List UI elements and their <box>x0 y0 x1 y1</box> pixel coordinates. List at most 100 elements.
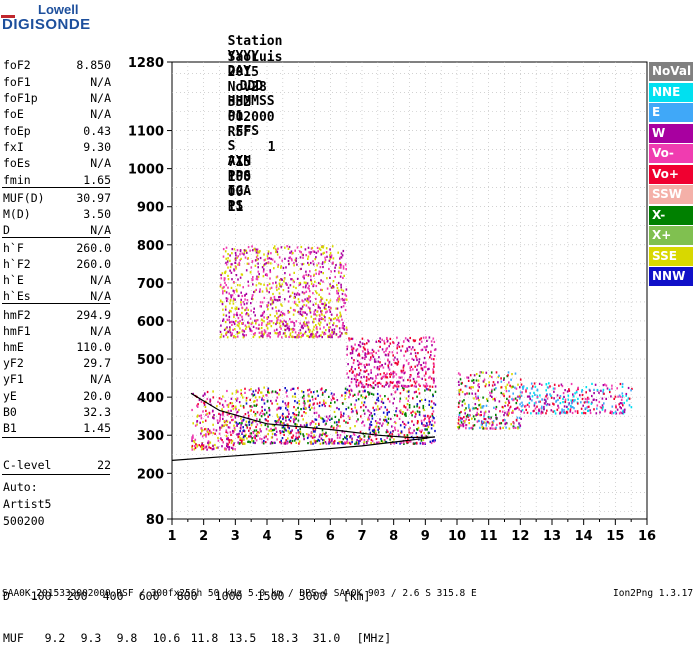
echo-point <box>303 277 305 280</box>
muf-table-muf-values: 9.2 9.3 9.8 10.6 11.8 13.5 18.3 31.0 [MHz] <box>45 631 407 645</box>
echo-point <box>275 284 278 287</box>
echo-point <box>492 420 495 423</box>
echo-point <box>280 310 283 314</box>
echo-point <box>269 336 271 339</box>
echo-point <box>307 328 310 331</box>
header-label-iga: IGA <box>227 184 252 199</box>
echo-point <box>462 423 464 426</box>
echo-point <box>303 404 306 407</box>
echo-point <box>276 413 278 416</box>
echo-point <box>228 311 230 314</box>
echo-point <box>567 394 570 397</box>
header-value-ddd: 332 <box>227 95 252 110</box>
echo-point <box>253 333 256 337</box>
echo-point <box>479 371 481 374</box>
echo-point <box>507 408 510 412</box>
parameter-separator <box>2 303 110 304</box>
echo-point <box>238 432 240 435</box>
echo-point <box>337 316 340 319</box>
echo-point <box>375 351 377 355</box>
echo-point <box>276 332 278 335</box>
echo-point <box>195 443 197 446</box>
echo-point <box>418 342 421 345</box>
echo-point <box>393 359 395 362</box>
echo-point <box>247 440 249 443</box>
echo-point <box>257 434 259 437</box>
echo-point <box>421 377 423 380</box>
echo-point <box>504 404 506 408</box>
echo-point <box>251 405 253 408</box>
echo-point <box>303 438 305 441</box>
echo-point <box>396 414 399 418</box>
echo-point <box>345 391 348 394</box>
echo-point <box>406 338 409 341</box>
echo-point <box>357 393 359 396</box>
echo-point <box>223 277 226 280</box>
echo-point <box>398 417 401 420</box>
echo-point <box>593 392 595 395</box>
echo-point <box>275 427 277 430</box>
echo-point <box>425 385 427 388</box>
parameter-value: 110.0 <box>76 340 111 354</box>
echo-point <box>293 261 295 265</box>
echo-point <box>212 423 214 426</box>
echo-point <box>479 426 481 429</box>
echo-point <box>413 423 415 426</box>
echo-point <box>229 431 232 434</box>
echo-point <box>334 415 337 418</box>
echo-point <box>622 404 624 407</box>
echo-point <box>567 398 570 401</box>
echo-point <box>550 409 553 412</box>
echo-point <box>322 432 324 435</box>
echo-point <box>418 362 420 366</box>
echo-point <box>255 288 257 291</box>
echo-point <box>526 411 529 414</box>
echo-point <box>533 402 536 405</box>
echo-point <box>268 406 270 410</box>
echo-point <box>336 292 338 295</box>
echo-point <box>297 406 299 410</box>
echo-point <box>338 297 340 300</box>
echo-point <box>296 277 299 280</box>
echo-point <box>525 390 527 393</box>
echo-point <box>254 414 256 417</box>
echo-point <box>620 407 622 410</box>
echo-point <box>263 283 265 286</box>
echo-point <box>289 306 292 309</box>
echo-point <box>466 413 469 416</box>
echo-point <box>232 430 235 433</box>
echo-point <box>240 394 243 397</box>
ordinary-trace-curve <box>190 392 435 439</box>
echo-point <box>241 318 244 321</box>
parameter-value: N/A <box>90 372 111 386</box>
echo-point <box>365 369 368 372</box>
echo-point <box>332 332 335 335</box>
echo-point <box>488 410 490 413</box>
echo-point <box>235 399 238 402</box>
echo-point <box>246 437 248 440</box>
echo-point <box>300 307 303 310</box>
echo-point <box>220 335 222 339</box>
echo-point <box>624 408 626 411</box>
echo-point <box>358 390 361 393</box>
echo-point <box>328 442 330 445</box>
echo-point <box>430 377 433 380</box>
echo-point <box>426 384 429 387</box>
echo-point <box>574 392 576 395</box>
echo-point <box>348 337 350 340</box>
echo-point <box>281 422 284 425</box>
echo-point <box>271 429 274 432</box>
echo-point <box>230 294 232 297</box>
echo-point <box>331 439 333 442</box>
echo-point <box>358 366 360 369</box>
echo-point <box>287 423 289 426</box>
muf-table-cell: 9.2 <box>44 631 66 645</box>
echo-point <box>356 439 358 442</box>
echo-point <box>320 245 323 248</box>
echo-point <box>590 402 593 405</box>
echo-point <box>343 325 345 328</box>
echo-point <box>487 415 490 419</box>
echo-point <box>568 389 571 392</box>
echo-point <box>540 412 542 415</box>
echo-point <box>314 309 317 312</box>
